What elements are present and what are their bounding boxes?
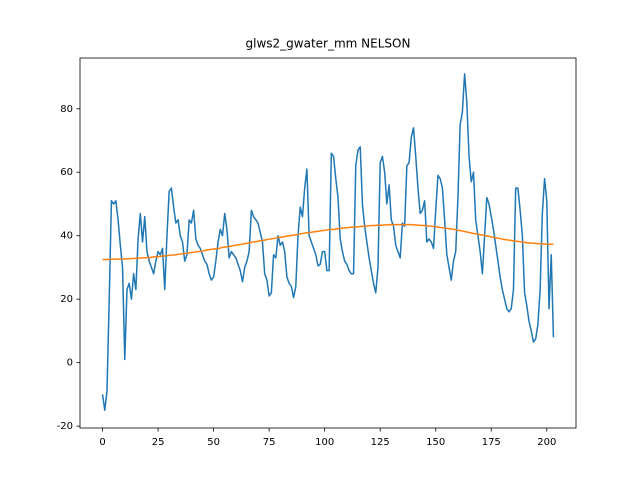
x-tick-label: 50 [207, 437, 220, 448]
x-tick-label: 0 [99, 437, 105, 448]
y-tick-label: -20 [57, 421, 73, 432]
plot-frame [79, 57, 577, 429]
x-tick-label: 200 [537, 437, 556, 448]
x-tick-label: 150 [426, 437, 445, 448]
x-tick-label: 75 [263, 437, 276, 448]
line-series [101, 73, 555, 411]
x-tick-label: 25 [152, 437, 165, 448]
y-tick-label: 80 [60, 104, 73, 115]
y-tick-label: 20 [60, 294, 73, 305]
y-tick-label: 40 [60, 231, 73, 242]
y-tick-label: 0 [67, 358, 73, 369]
line-series [102, 223, 554, 261]
chart-title: glws2_gwater_mm NELSON [246, 37, 411, 51]
x-tick-label: 125 [371, 437, 390, 448]
x-tick-label: 175 [482, 437, 501, 448]
y-tick-label: 60 [60, 167, 73, 178]
x-tick-label: 100 [315, 437, 334, 448]
